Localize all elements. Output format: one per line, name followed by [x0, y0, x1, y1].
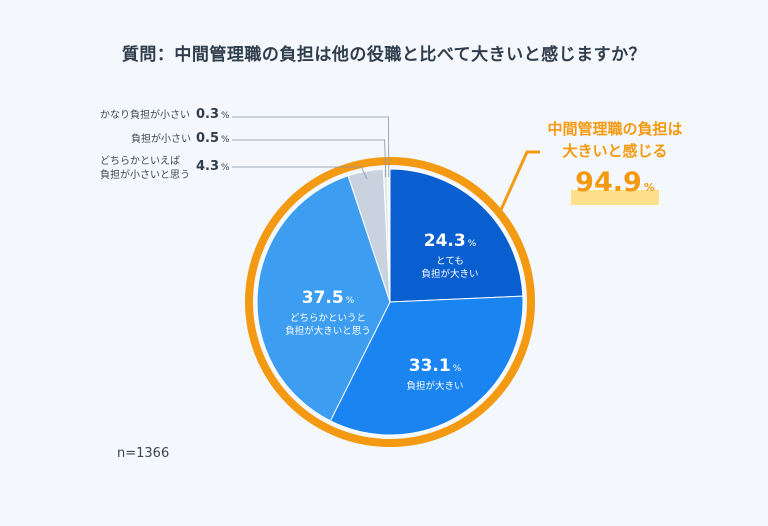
- slice-very-heavy: [389, 168, 524, 303]
- leader-line: [232, 139, 387, 178]
- percent-sign: %: [345, 296, 355, 306]
- leader-line: [232, 116, 390, 178]
- sample-size: n=1366: [117, 446, 170, 461]
- slice-label-heavy: 33.1% 負担が大きい: [385, 355, 485, 393]
- slice-label-very-heavy: 24.3% とても 負担が大きい: [405, 230, 495, 281]
- slice-heavy: [329, 295, 524, 436]
- callout-value: 94.9%: [571, 166, 659, 205]
- slice-somewhat-heavy: [256, 175, 391, 422]
- percent-sign: %: [221, 135, 230, 145]
- percent-sign: %: [221, 111, 230, 121]
- percent-sign: %: [452, 364, 462, 374]
- callout: 中間管理職の負担は 大きいと感じる 94.9%: [540, 118, 690, 205]
- chart-title: 質問：中間管理職の負担は他の役職と比べて大きいと感じますか？: [121, 45, 647, 65]
- label-somewhat-light: どちらかといえば 負担が小さいと思う: [100, 156, 190, 181]
- callout-line-2: 大きいと感じる: [562, 142, 668, 160]
- value-somewhat-light-number: 4.3: [196, 159, 220, 174]
- value-somewhat-light: 4.3%: [196, 159, 230, 174]
- value-somewhat-heavy-number: 37.5: [301, 288, 344, 308]
- percent-sign: %: [221, 163, 230, 173]
- value-very-heavy-number: 24.3: [423, 231, 466, 251]
- leader-line: [232, 166, 368, 180]
- percent-sign: %: [643, 181, 655, 194]
- slice-label-somewhat-heavy: 37.5% どちらかというと 負担が大きいと思う: [268, 287, 388, 338]
- label-quite-light: かなり負担が小さい: [100, 110, 190, 121]
- label-light: 負担が小さい: [131, 134, 191, 145]
- text-heavy: 負担が大きい: [406, 381, 464, 392]
- percent-sign: %: [467, 239, 477, 249]
- callout-line-1: 中間管理職の負担は: [547, 120, 683, 138]
- value-quite-light: 0.3%: [196, 107, 230, 122]
- callout-connector: [498, 150, 540, 213]
- value-heavy-number: 33.1: [408, 356, 451, 376]
- highlight-ring: [245, 157, 535, 447]
- text-very-heavy: とても 負担が大きい: [421, 256, 479, 280]
- value-light: 0.5%: [196, 131, 230, 146]
- callout-value-number: 94.9: [575, 167, 642, 198]
- value-light-number: 0.5: [196, 131, 220, 146]
- text-somewhat-heavy: どちらかというと 負担が大きいと思う: [285, 313, 371, 337]
- value-quite-light-number: 0.3: [196, 107, 220, 122]
